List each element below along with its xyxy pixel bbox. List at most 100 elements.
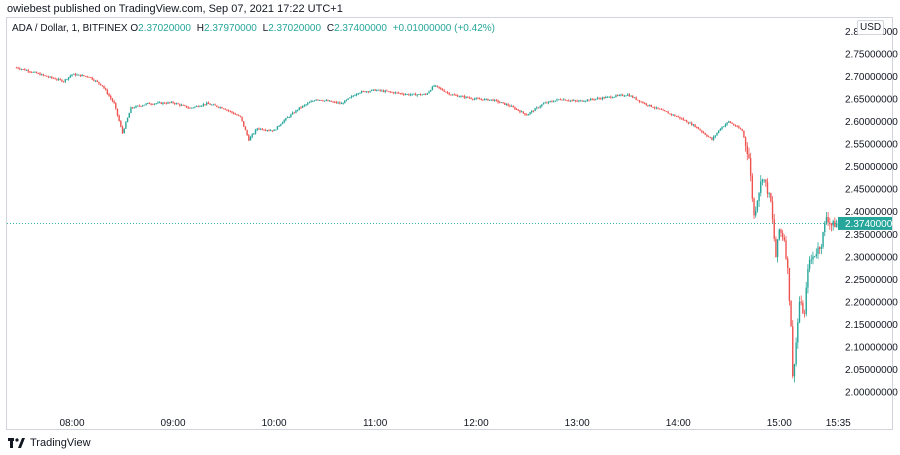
candle[interactable] bbox=[749, 153, 752, 182]
candle[interactable] bbox=[546, 101, 548, 104]
candle[interactable] bbox=[46, 75, 48, 77]
candle[interactable] bbox=[675, 115, 678, 117]
candle[interactable] bbox=[389, 90, 391, 94]
candle[interactable] bbox=[499, 100, 501, 104]
candle[interactable] bbox=[315, 99, 317, 101]
candle[interactable] bbox=[72, 73, 75, 75]
candle[interactable] bbox=[256, 127, 258, 132]
candle[interactable] bbox=[805, 281, 807, 317]
candle[interactable] bbox=[238, 114, 240, 117]
candle[interactable] bbox=[824, 220, 826, 237]
candle[interactable] bbox=[758, 192, 760, 207]
candle[interactable] bbox=[246, 129, 248, 136]
candle[interactable] bbox=[468, 96, 471, 99]
time-axis[interactable]: 08:00 09:00 10:00 11:00 12:00 13:00 14:00 15:00… bbox=[59, 418, 851, 429]
candle[interactable] bbox=[350, 95, 353, 99]
candle[interactable] bbox=[697, 127, 700, 130]
candle[interactable] bbox=[403, 92, 405, 96]
candle[interactable] bbox=[318, 99, 321, 101]
candle[interactable] bbox=[421, 94, 423, 96]
candle[interactable] bbox=[165, 102, 168, 105]
candle[interactable] bbox=[549, 100, 551, 103]
candle[interactable] bbox=[42, 73, 45, 77]
candle[interactable] bbox=[440, 86, 442, 91]
candle[interactable] bbox=[71, 74, 73, 77]
candle[interactable] bbox=[194, 106, 196, 109]
candle[interactable] bbox=[659, 108, 661, 110]
candle[interactable] bbox=[67, 77, 70, 81]
candle[interactable] bbox=[606, 96, 609, 98]
candle[interactable] bbox=[236, 113, 238, 116]
candle[interactable] bbox=[362, 90, 365, 92]
candle[interactable] bbox=[632, 95, 634, 99]
candle[interactable] bbox=[743, 130, 745, 139]
candle[interactable] bbox=[157, 101, 159, 104]
candle[interactable] bbox=[160, 102, 162, 105]
candle[interactable] bbox=[239, 115, 242, 118]
candle[interactable] bbox=[136, 105, 139, 107]
candle[interactable] bbox=[24, 68, 26, 71]
candle[interactable] bbox=[263, 129, 265, 131]
candle[interactable] bbox=[204, 104, 206, 106]
candle[interactable] bbox=[591, 98, 594, 101]
candle[interactable] bbox=[653, 106, 656, 110]
candle[interactable] bbox=[104, 87, 107, 91]
candle[interactable] bbox=[209, 103, 211, 105]
candle[interactable] bbox=[578, 99, 580, 103]
candle[interactable] bbox=[588, 99, 590, 102]
candle[interactable] bbox=[280, 123, 282, 127]
candle[interactable] bbox=[118, 114, 120, 122]
candle[interactable] bbox=[394, 91, 397, 95]
candle[interactable] bbox=[22, 68, 24, 70]
candle[interactable] bbox=[357, 92, 359, 96]
symbol-label[interactable]: ADA / Dollar, 1, BITFINEX bbox=[12, 23, 128, 34]
candle[interactable] bbox=[120, 119, 122, 128]
candle[interactable] bbox=[547, 101, 550, 105]
candle[interactable] bbox=[37, 72, 40, 75]
candle[interactable] bbox=[342, 102, 344, 105]
candle[interactable] bbox=[748, 147, 750, 160]
candle[interactable] bbox=[391, 91, 393, 93]
candle[interactable] bbox=[206, 101, 208, 106]
candle[interactable] bbox=[399, 92, 402, 95]
candle[interactable] bbox=[323, 100, 326, 102]
candle[interactable] bbox=[155, 102, 157, 105]
candle[interactable] bbox=[339, 101, 341, 105]
candle[interactable] bbox=[493, 99, 496, 102]
candle[interactable] bbox=[763, 179, 765, 183]
candle[interactable] bbox=[364, 91, 366, 93]
candle[interactable] bbox=[152, 103, 154, 105]
candle[interactable] bbox=[652, 106, 654, 108]
candle[interactable] bbox=[142, 104, 144, 107]
candle[interactable] bbox=[706, 134, 708, 138]
candle[interactable] bbox=[723, 126, 725, 128]
candle[interactable] bbox=[275, 129, 277, 131]
candle[interactable] bbox=[401, 92, 403, 95]
candle[interactable] bbox=[126, 117, 129, 123]
candle[interactable] bbox=[623, 94, 626, 98]
candle[interactable] bbox=[241, 116, 243, 122]
candle[interactable] bbox=[453, 93, 455, 96]
candle[interactable] bbox=[584, 100, 587, 103]
candle[interactable] bbox=[367, 91, 370, 94]
candle[interactable] bbox=[544, 101, 546, 104]
candle[interactable] bbox=[620, 93, 622, 97]
candle[interactable] bbox=[589, 97, 592, 101]
candle[interactable] bbox=[291, 111, 294, 115]
candle[interactable] bbox=[174, 102, 176, 106]
candle[interactable] bbox=[84, 75, 87, 77]
candle[interactable] bbox=[49, 76, 51, 78]
candle[interactable] bbox=[795, 337, 797, 367]
candle[interactable] bbox=[692, 123, 695, 127]
candle[interactable] bbox=[226, 109, 228, 112]
candle[interactable] bbox=[595, 98, 597, 101]
candle[interactable] bbox=[515, 107, 518, 111]
candle[interactable] bbox=[628, 93, 631, 97]
candle[interactable] bbox=[458, 95, 461, 98]
candle[interactable] bbox=[30, 71, 33, 74]
candle[interactable] bbox=[111, 97, 114, 103]
candle[interactable] bbox=[123, 128, 125, 134]
candle[interactable] bbox=[800, 295, 802, 306]
candle[interactable] bbox=[270, 129, 272, 132]
